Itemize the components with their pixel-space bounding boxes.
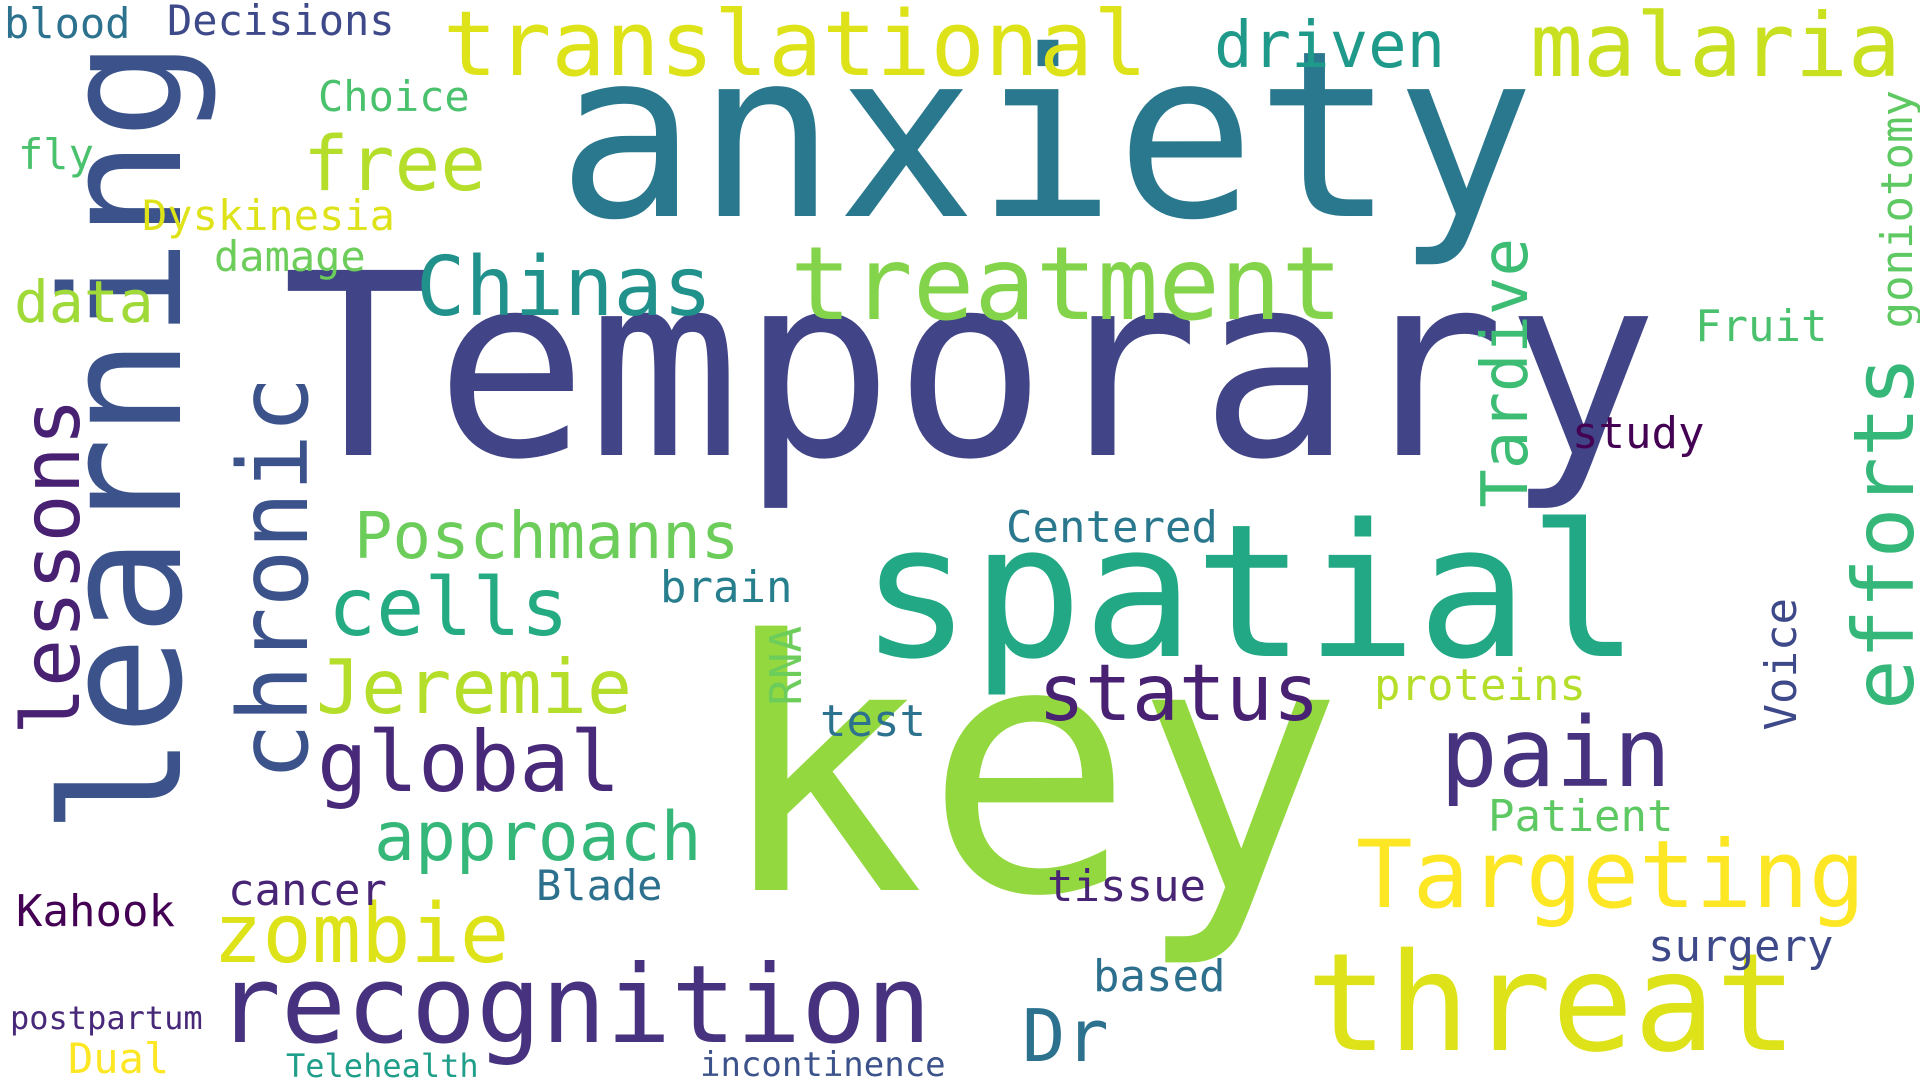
word-approach: approach [374,798,702,877]
word-free: free [303,119,487,208]
word-cancer: cancer [228,865,387,916]
word-data: data [14,268,154,336]
word-anxiety: anxiety [557,1,1535,271]
word-postpartum: postpartum [10,999,203,1037]
word-kahook: Kahook [16,886,175,937]
word-zombie: zombie [213,887,510,982]
word-incontinence: incontinence [700,1045,946,1080]
word-based: based [1093,951,1226,1002]
word-proteins: proteins [1374,660,1586,711]
word-dr: Dr [1022,994,1109,1078]
word-recognition: recognition [216,943,932,1068]
word-targeting: Targeting [1356,821,1866,930]
word-jeremie: Jeremie [316,643,633,731]
word-status: status [1038,649,1320,739]
word-study: study [1572,408,1705,459]
word-choice: Choice [318,72,470,121]
word-driven: driven [1214,9,1446,83]
word-efforts: efforts [1835,356,1920,711]
word-tardive: Tardive [1469,238,1543,508]
word-cells: cells [328,561,569,654]
word-rna: RNA [761,626,812,706]
word-goniotomy: goniotomy [1872,90,1920,329]
word-blood: blood [4,0,131,48]
word-patient: Patient [1488,791,1674,842]
word-surgery: surgery [1648,921,1834,972]
word-fly: fly [18,130,94,179]
word-global: global [317,713,621,811]
word-dual: Dual [68,1034,170,1080]
word-chronic: chronic [218,376,330,781]
word-spatial: spatial [860,484,1640,700]
word-brain: brain [660,562,793,613]
word-malaria: malaria [1530,0,1901,97]
word-translational: translational [443,0,1148,97]
word-pain: pain [1440,697,1672,809]
word-temporary: Temporary [282,219,1659,515]
word-lessons: lessons [5,398,98,736]
word-damage: damage [214,232,366,281]
word-poschmanns: Poschmanns [354,500,740,574]
word-test: test [820,696,926,747]
word-blade: Blade [536,861,663,910]
word-dyskinesia: Dyskinesia [142,191,395,240]
word-fruit: Fruit [1695,301,1828,352]
word-telehealth: Telehealth [286,1047,479,1080]
word-chinas: Chinas [416,240,713,335]
word-voice: Voice [1756,598,1807,731]
word-decisions: Decisions [167,0,395,45]
word-threat: threat [1306,925,1798,1080]
word-tissue: tissue [1047,861,1206,912]
word-key: key [715,568,1344,973]
word-treatment: treatment [790,225,1343,344]
word-centered: Centered [1006,502,1218,553]
